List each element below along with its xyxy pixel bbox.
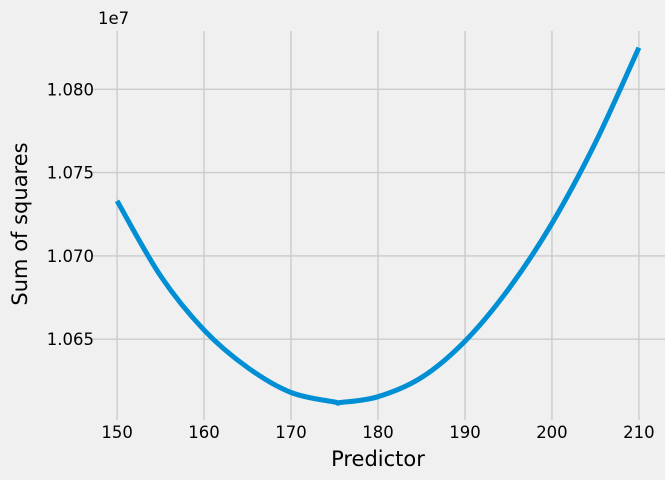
x-axis-label: Predictor [331, 447, 425, 471]
y-tick-label: 1.065 [47, 330, 94, 349]
series-group [114, 46, 642, 406]
y-tick-label: 1.075 [47, 164, 94, 183]
x-tick-label: 190 [449, 423, 481, 442]
y-axis-label: Sum of squares [8, 142, 32, 305]
x-tick-label: 170 [275, 423, 307, 442]
series-line [114, 46, 642, 406]
x-tick-label: 210 [623, 423, 655, 442]
x-tick-label: 180 [362, 423, 394, 442]
x-tick-labels: 150 160 170 180 190 200 210 [101, 423, 654, 442]
x-tick-label: 160 [188, 423, 220, 442]
y-tick-labels: 1.065 1.070 1.075 1.080 [47, 80, 94, 349]
y-tick-label: 1.080 [47, 80, 94, 99]
x-tick-label: 150 [101, 423, 133, 442]
y-offset-label: 1e7 [98, 9, 129, 28]
y-gridlines [91, 88, 665, 340]
x-tick-label: 200 [536, 423, 568, 442]
y-tick-label: 1.070 [47, 247, 94, 266]
